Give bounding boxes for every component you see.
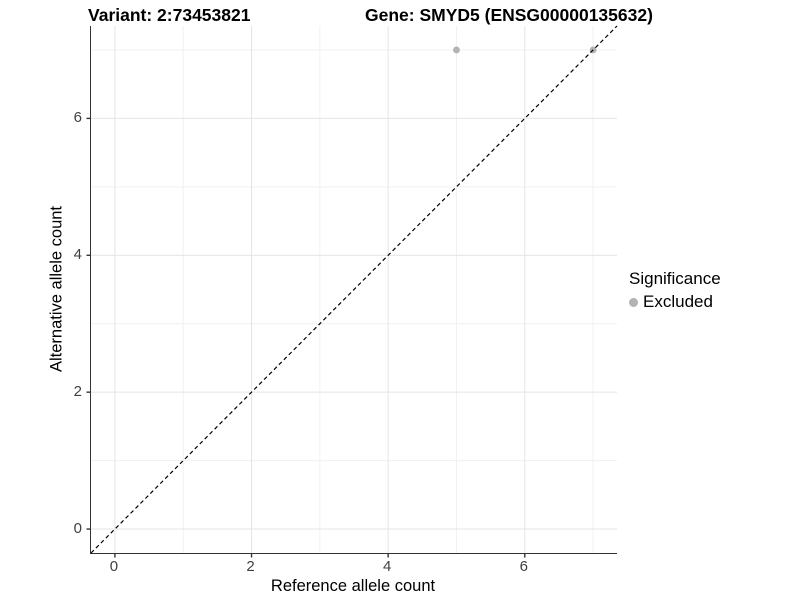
- identity-dashed-line: [90, 25, 618, 554]
- data-point: [453, 46, 460, 54]
- y-tick-label: 4: [73, 246, 82, 264]
- plot-panel: [86, 25, 618, 558]
- legend-title: Significance: [629, 269, 721, 288]
- x-axis-title: Reference allele count: [270, 577, 436, 595]
- x-tick-label: 4: [382, 558, 392, 575]
- chart-canvas: [86, 25, 618, 558]
- legend-point-icon: [629, 297, 638, 307]
- legend-item-label: Excluded: [643, 292, 713, 311]
- legend-item-excluded: Excluded: [629, 292, 721, 312]
- variant-title: Variant: 2:73453821: [88, 5, 251, 25]
- x-tick-label: 6: [519, 558, 528, 575]
- gene-title: Gene: SMYD5 (ENSG00000135632): [365, 5, 653, 25]
- legend: Significance Excluded: [629, 269, 721, 312]
- y-tick-label: 0: [73, 520, 82, 538]
- y-tick-label: 2: [73, 383, 82, 401]
- x-tick-label: 2: [246, 558, 255, 575]
- x-tick-label: 0: [109, 558, 119, 575]
- y-axis-title: Alternative allele count: [47, 205, 66, 373]
- y-tick-label: 6: [73, 109, 82, 127]
